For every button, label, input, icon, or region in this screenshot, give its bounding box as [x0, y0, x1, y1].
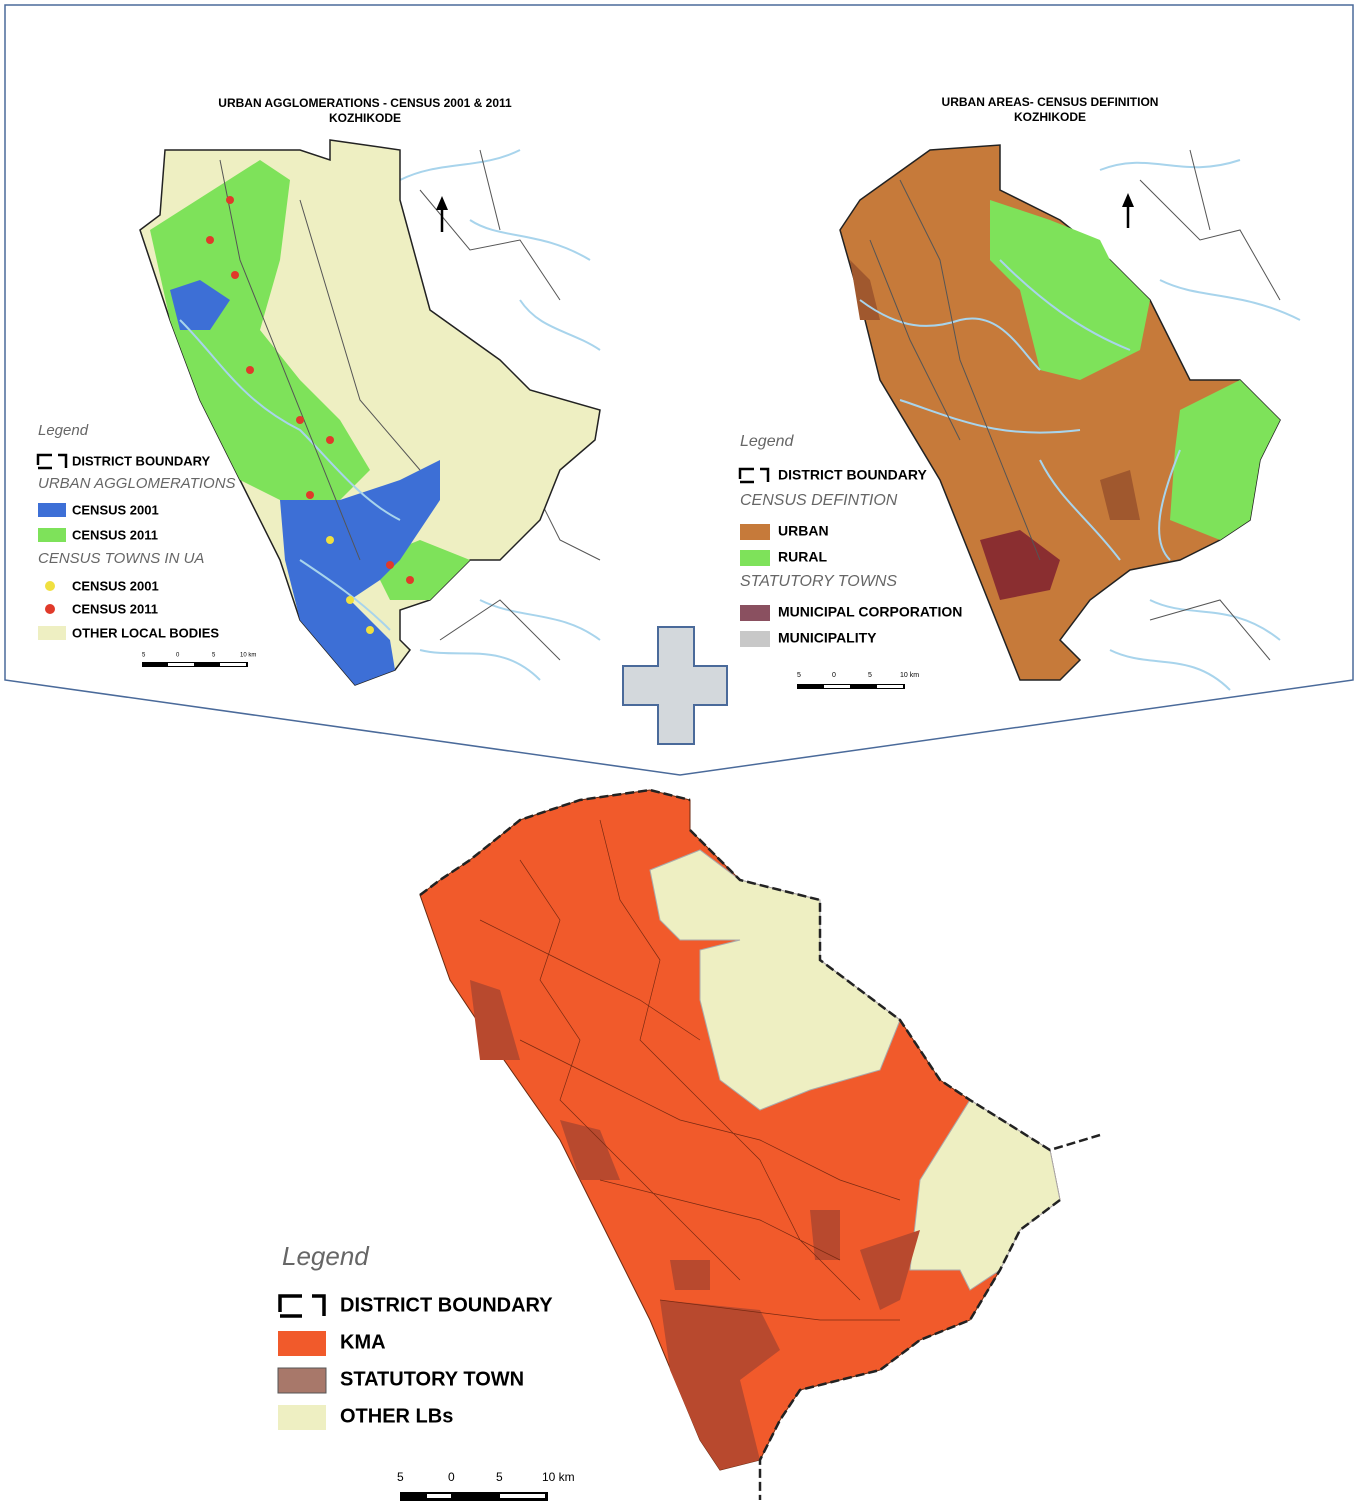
- legend-item: DISTRICT BOUNDARY: [778, 467, 927, 483]
- scale-label: 10 km: [900, 672, 919, 679]
- map-title: URBAN AGGLOMERATIONS - CENSUS 2001 & 201…: [218, 96, 512, 110]
- legend-item: URBAN: [778, 523, 829, 539]
- scale-label: 5: [142, 653, 146, 659]
- map-urban-agglomerations: URBAN AGGLOMERATIONS - CENSUS 2001 & 201…: [36, 96, 601, 686]
- frame: [4, 4, 1354, 776]
- map-urban-areas: URBAN AREAS- CENSUS DEFINITION KOZHIKODE…: [738, 95, 1301, 691]
- scale-label: 5: [212, 653, 216, 659]
- scale-label: 0: [832, 672, 836, 679]
- legend-item: OTHER LBs: [340, 1405, 453, 1427]
- statutory-town-area: [470, 980, 920, 1470]
- legend-item: MUNICIPALITY: [778, 630, 877, 646]
- legend-item: STATUTORY TOWN: [340, 1368, 524, 1390]
- census-towns-2001: [326, 536, 374, 634]
- map-title: URBAN AREAS- CENSUS DEFINITION: [942, 95, 1159, 109]
- legend-item: OTHER LOCAL BODIES: [72, 625, 219, 640]
- legend-heading: Legend: [740, 433, 794, 450]
- scale-label: 5: [797, 672, 801, 679]
- map-subtitle: KOZHIKODE: [329, 111, 401, 125]
- census-2001-area: [170, 280, 440, 685]
- legend-item: CENSUS 2001: [72, 578, 159, 593]
- legend-item: CENSUS 2011: [72, 527, 158, 542]
- scale-label: 0: [176, 653, 180, 659]
- legend-section: STATUTORY TOWNS: [740, 573, 897, 590]
- census-towns: [206, 196, 414, 584]
- district-boundary: [419, 788, 1101, 1500]
- rural-area: [990, 200, 1280, 540]
- legend-section: URBAN AGGLOMERATIONS: [38, 475, 236, 492]
- map-subtitle: KOZHIKODE: [1014, 110, 1086, 124]
- scale-label: 0: [448, 1470, 455, 1484]
- census-2011-area: [150, 160, 470, 600]
- legend-heading: Legend: [38, 422, 89, 439]
- legend-section: CENSUS DEFINTION: [740, 492, 898, 509]
- legend-item: CENSUS 2001: [72, 502, 159, 517]
- scale-label: 5: [496, 1470, 503, 1484]
- legend-item: DISTRICT BOUNDARY: [340, 1294, 553, 1316]
- municipality: [850, 260, 1140, 520]
- legend-heading: Legend: [282, 1241, 370, 1271]
- legend-item: DISTRICT BOUNDARY: [72, 453, 211, 468]
- legend-item: CENSUS 2011: [72, 601, 158, 616]
- scale-label: 5: [397, 1470, 404, 1484]
- scale-label: 10 km: [240, 653, 256, 659]
- scale-label: 5: [868, 672, 872, 679]
- map-kma: Legend DISTRICT BOUNDARY KMA STATUTORY T…: [277, 788, 1101, 1501]
- legend-item: KMA: [340, 1331, 386, 1353]
- legend-item: MUNICIPAL CORPORATION: [778, 604, 962, 620]
- scale-label: 10 km: [542, 1470, 575, 1484]
- legend-section: CENSUS TOWNS IN UA: [38, 550, 204, 567]
- plus-sign: [622, 626, 728, 745]
- legend-item: RURAL: [778, 549, 827, 565]
- municipal-corporation: [980, 530, 1060, 600]
